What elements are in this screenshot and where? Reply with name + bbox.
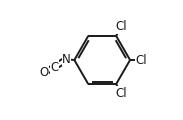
Text: O: O xyxy=(39,66,48,79)
Text: Cl: Cl xyxy=(116,20,127,33)
Text: N: N xyxy=(62,53,71,66)
Text: Cl: Cl xyxy=(136,54,147,66)
Text: Cl: Cl xyxy=(116,87,127,100)
Text: C: C xyxy=(50,61,59,74)
